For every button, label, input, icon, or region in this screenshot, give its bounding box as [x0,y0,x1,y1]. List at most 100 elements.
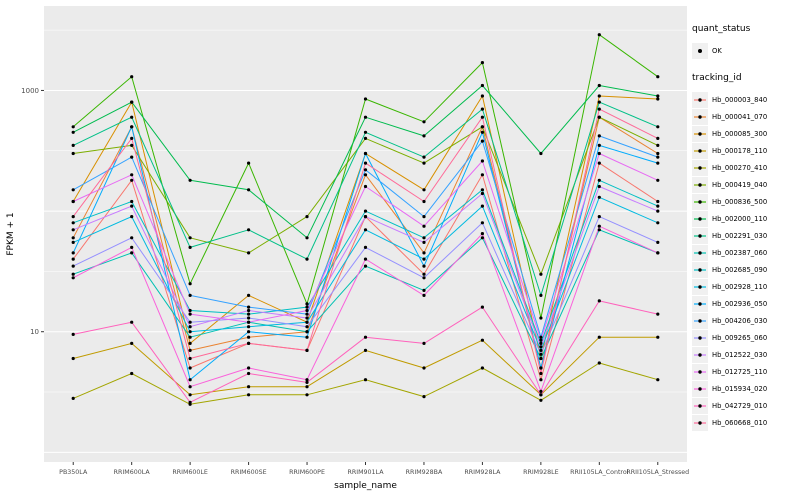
data-point [480,338,484,342]
data-point [422,224,426,228]
data-point [597,134,601,138]
line-key-icon [692,380,708,397]
line-key-icon [692,142,708,159]
data-point [656,94,660,98]
data-point [422,288,426,292]
data-point [422,341,426,345]
data-point [247,251,251,255]
legend-label: Hb_002291_030 [712,231,768,240]
data-point [597,224,601,228]
data-point [71,130,75,134]
legend-item-Hb_060668_010: Hb_060668_010 [692,414,798,431]
data-point [130,125,134,129]
data-point [363,245,368,249]
legend-label: Hb_002000_110 [712,214,768,223]
data-point [480,366,484,370]
data-point [480,83,484,88]
data-point [656,240,660,244]
legend-label: Hb_002936_050 [712,299,768,308]
legend-item-Hb_002928_110: Hb_002928_110 [692,278,798,295]
data-point [71,257,75,261]
data-point [130,251,134,255]
line-key-icon [692,91,708,108]
data-point [656,204,660,208]
data-point [305,325,309,329]
data-point [480,188,484,192]
data-point [656,151,660,156]
legend-label: Hb_000270_410 [712,163,768,172]
data-point [71,151,75,156]
data-point [71,199,75,204]
data-point [247,335,251,339]
data-point [422,395,426,399]
data-point [363,161,368,165]
data-point [71,236,75,240]
legend-tracking-items: Hb_000003_840 Hb_000041_070 Hb_000085_300 H… [692,91,798,431]
data-point [597,228,601,232]
x-tick-label: RRIM600LA [114,469,151,476]
data-point [305,312,309,316]
x-tick-label: RRIM901LA [347,469,384,476]
data-point [305,385,309,389]
data-point [188,341,192,345]
data-point [363,335,368,339]
data-point [130,371,134,376]
data-point [247,228,251,232]
data-point [188,293,192,297]
line-key-icon [692,312,708,329]
data-point [656,378,660,382]
data-point [480,94,484,98]
data-point [71,143,75,147]
data-point [130,245,134,249]
data-point [656,209,660,213]
data-point [363,184,368,189]
data-point [130,178,134,182]
data-point [305,335,309,339]
data-point [656,251,660,255]
data-point [247,308,251,313]
line-key-icon [692,346,708,363]
data-point [422,155,426,159]
data-point [422,276,426,280]
legend-item-Hb_002685_090: Hb_002685_090 [692,261,798,278]
line-key-icon [692,397,708,414]
data-point [597,161,601,165]
data-point [597,115,601,119]
data-point [130,100,134,104]
legend-item-Hb_015934_020: Hb_015934_020 [692,380,798,397]
legend-label: Hb_000178_110 [712,146,768,155]
data-point [597,184,601,189]
data-point [305,302,309,306]
data-point [71,396,75,400]
data-point [656,125,660,129]
data-point [188,236,192,240]
data-point [539,356,543,361]
line-key-icon [692,125,708,142]
legend-item-Hb_012725_110: Hb_012725_110 [692,363,798,380]
data-point [305,378,309,382]
data-point [247,371,251,376]
data-point [188,348,192,352]
data-point [247,325,251,329]
line-key-icon [692,176,708,193]
legend-label: Hb_002928_110 [712,282,768,291]
data-point [188,366,192,370]
y-axis: 10 1000 [21,87,44,336]
data-point [363,209,368,213]
data-point [71,251,75,255]
data-points [71,33,660,406]
data-point [422,251,426,255]
data-point [597,151,601,156]
data-point [656,75,660,79]
legend-label: Hb_002387_060 [712,248,768,257]
x-tick-label: RRII105LA_Stressed [626,469,689,476]
data-point [305,236,309,240]
data-point [539,378,543,382]
data-point [480,107,484,111]
data-point [305,320,309,324]
legend-label: Hb_012522_030 [712,350,768,359]
data-point [597,83,601,88]
data-point [480,115,484,119]
data-point [597,143,601,147]
